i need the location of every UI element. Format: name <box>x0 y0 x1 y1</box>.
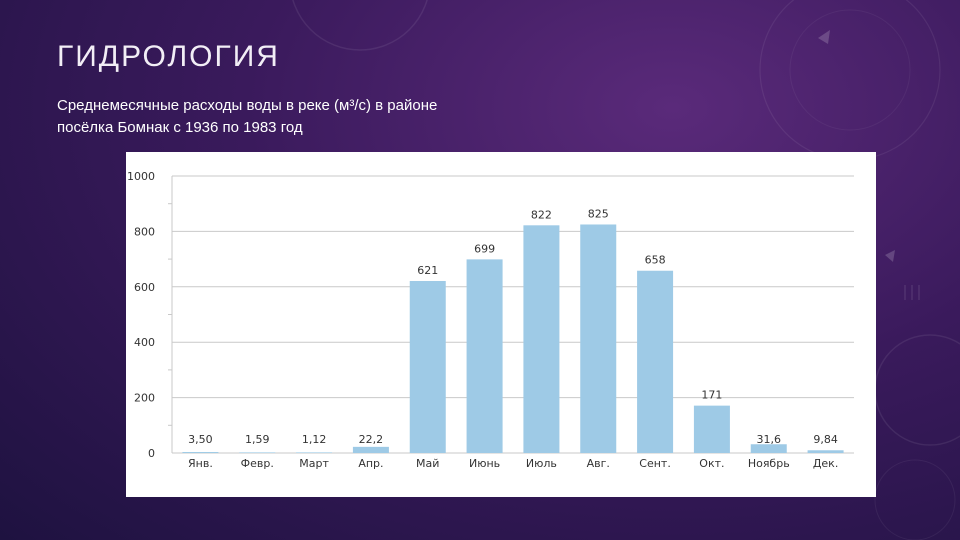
data-labels: 3,50 1,59 1,12 22,2 621 699 822 825 658 171 31,6 9,… <box>188 207 838 446</box>
y-tick-label: 400 <box>134 336 155 349</box>
bar-11 <box>750 444 787 453</box>
x-tick-label: Окт. <box>699 457 724 470</box>
bar-3 <box>296 452 333 453</box>
x-tick-label: Ноябрь <box>748 457 790 470</box>
bar-chart: 0 200 400 600 800 1000 3,50 1,59 1,12 22,2 621 699… <box>127 170 854 470</box>
bar-10 <box>693 405 730 453</box>
y-tick-label: 200 <box>134 392 155 405</box>
bar-5 <box>409 280 446 453</box>
chart-panel: 0 200 400 600 800 1000 3,50 1,59 1,12 22,2 621 699… <box>126 152 876 497</box>
x-tick-label: Сент. <box>639 457 671 470</box>
data-label: 171 <box>701 389 722 402</box>
bars <box>182 224 844 453</box>
data-label: 699 <box>474 242 495 255</box>
x-tick-label: Июнь <box>469 457 500 470</box>
slide-subtitle: Среднемесячные расходы воды в реке (м³/с… <box>57 95 517 139</box>
bar-4 <box>352 446 389 453</box>
x-tick-label: Янв. <box>188 457 213 470</box>
y-tick-label: 1000 <box>127 170 155 183</box>
x-tick-label: Май <box>416 457 439 470</box>
x-tick-label: Март <box>299 457 329 470</box>
grid-lines <box>168 175 854 454</box>
data-label: 1,12 <box>302 433 327 446</box>
y-tick-label: 0 <box>148 447 155 460</box>
data-label: 822 <box>531 208 552 221</box>
x-tick-label: Июль <box>526 457 557 470</box>
data-label: 825 <box>588 207 609 220</box>
bar-7 <box>523 225 560 453</box>
y-tick-label: 600 <box>134 281 155 294</box>
data-label: 621 <box>417 264 438 277</box>
bar-1 <box>182 452 219 453</box>
x-tick-label: Февр. <box>241 457 274 470</box>
data-label: 3,50 <box>188 433 213 446</box>
bar-2 <box>239 452 276 453</box>
data-label: 31,6 <box>757 433 782 446</box>
data-label: 1,59 <box>245 433 270 446</box>
bar-9 <box>637 270 674 453</box>
subtitle-line-1: Среднемесячные расходы воды в реке (м³/с… <box>57 97 438 114</box>
y-axis-ticks: 0 200 400 600 800 1000 <box>127 170 155 460</box>
x-tick-label: Авг. <box>587 457 610 470</box>
x-tick-label: Дек. <box>813 457 839 470</box>
x-axis-ticks: Янв. Февр. Март Апр. Май Июнь Июль Авг. Сент. Окт… <box>188 457 838 470</box>
data-label: 658 <box>645 254 666 267</box>
data-label: 22,2 <box>359 433 384 446</box>
subtitle-line-2: посёлка Бомнак с 1936 по 1983 год <box>57 119 303 136</box>
slide-title: ГИДРОЛОГИЯ <box>57 40 280 73</box>
bar-6 <box>466 259 503 453</box>
bar-8 <box>580 224 617 453</box>
bar-12 <box>807 450 844 453</box>
data-label: 9,84 <box>813 433 838 446</box>
y-tick-label: 800 <box>134 225 155 238</box>
x-tick-label: Апр. <box>358 457 383 470</box>
